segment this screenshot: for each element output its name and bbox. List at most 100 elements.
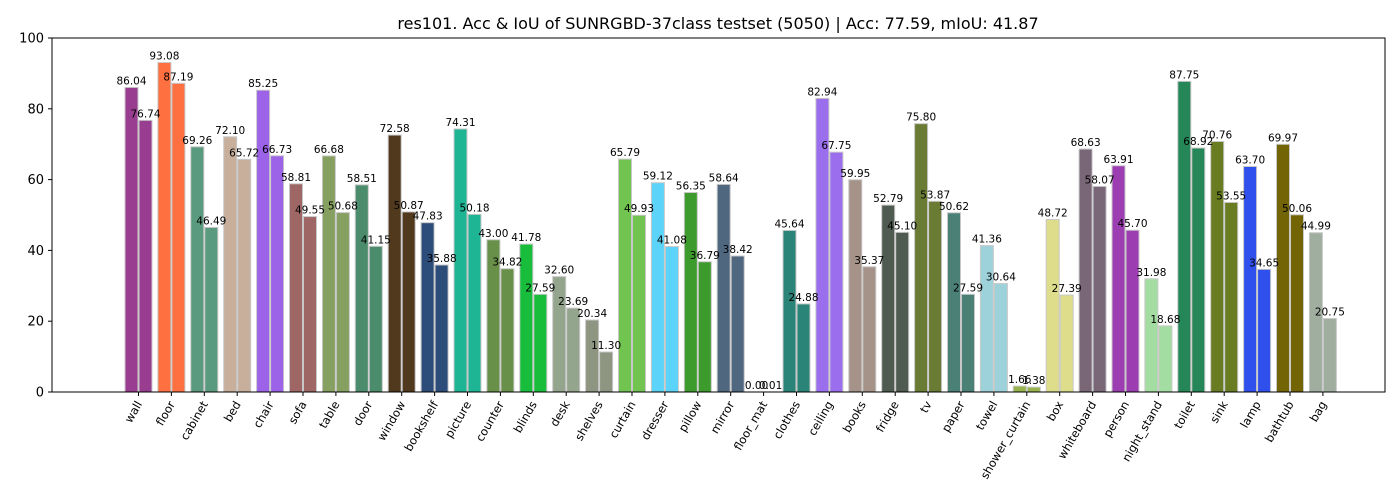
data-label-sink-series-2: 53.55 xyxy=(1216,190,1246,202)
bar-night_stand-series-2 xyxy=(1158,325,1173,393)
data-label-wall-series-1: 86.04 xyxy=(116,75,146,87)
data-label-window-series-1: 72.58 xyxy=(380,123,410,135)
bar-sofa-series-2 xyxy=(303,216,317,393)
bars-layer xyxy=(124,61,1337,393)
bar-paper-series-1 xyxy=(947,212,961,393)
bar-floor-series-2 xyxy=(171,82,186,393)
y-tick-label-60: 60 xyxy=(27,173,44,188)
data-label-toilet-series-1: 87.75 xyxy=(1169,69,1199,81)
data-label-ceiling-series-1: 82.94 xyxy=(807,86,837,98)
bar-box-series-1 xyxy=(1045,219,1060,393)
x-tick-label-curtain: curtain xyxy=(606,399,638,441)
data-label-wall-series-2: 76.74 xyxy=(130,108,160,120)
bar-bathtub-series-2 xyxy=(1290,214,1304,393)
bar-chair-series-2 xyxy=(270,155,285,393)
bar-desk-series-2 xyxy=(566,307,581,393)
bar-bed-series-2 xyxy=(237,158,252,393)
data-label-curtain-series-1: 65.79 xyxy=(610,147,640,159)
data-label-clothes-series-1: 45.64 xyxy=(774,218,804,230)
bar-tv-series-1 xyxy=(914,123,929,393)
bar-mirror-series-1 xyxy=(716,183,731,393)
x-tick-label-counter: counter xyxy=(473,398,507,444)
bar-fridge-series-2 xyxy=(895,231,910,393)
bar-ceiling-series-2 xyxy=(829,151,844,393)
data-label-cabinet-series-1: 69.26 xyxy=(182,135,212,147)
data-label-bathtub-series-1: 69.97 xyxy=(1268,132,1298,144)
data-label-counter-series-2: 34.82 xyxy=(492,257,522,269)
bar-table-series-1 xyxy=(321,155,336,393)
x-tick-label-picture: picture xyxy=(442,399,474,441)
bar-tv-series-2 xyxy=(928,200,943,393)
bar-blinds-series-2 xyxy=(533,293,548,393)
bar-shelves-series-1 xyxy=(585,319,600,393)
data-label-desk-series-1: 32.60 xyxy=(544,265,574,277)
data-label-bed-series-2: 65.72 xyxy=(229,147,259,159)
x-tick-label-dresser: dresser xyxy=(638,398,672,442)
bar-bookshelf-series-1 xyxy=(420,222,435,393)
data-label-mirror-series-1: 58.64 xyxy=(709,172,739,184)
data-label-table-series-1: 66.68 xyxy=(314,144,344,156)
bar-cabinet-series-2 xyxy=(204,226,219,393)
data-label-shelves-series-1: 20.34 xyxy=(577,308,607,320)
bar-bag-series-2 xyxy=(1322,318,1337,393)
bar-fridge-series-1 xyxy=(881,204,896,393)
bar-paper-series-2 xyxy=(961,293,975,393)
bar-toilet-series-2 xyxy=(1191,147,1206,393)
data-label-paper-series-1: 50.62 xyxy=(939,201,969,213)
x-tick-label-fridge: fridge xyxy=(873,399,902,435)
bar-sink-series-1 xyxy=(1210,141,1225,393)
data-label-bag-series-1: 44.99 xyxy=(1301,221,1331,233)
data-label-books-series-1: 59.95 xyxy=(840,168,870,180)
x-tick-label-blinds: blinds xyxy=(511,399,540,436)
bar-books-series-1 xyxy=(848,179,863,393)
data-label-bed-series-1: 72.10 xyxy=(215,125,245,137)
data-label-lamp-series-2: 34.65 xyxy=(1249,257,1279,269)
x-tick-label-window: window xyxy=(374,399,408,444)
data-label-dresser-series-2: 41.08 xyxy=(657,235,687,247)
data-label-towel-series-1: 41.36 xyxy=(972,234,1002,246)
bar-towel-series-2 xyxy=(993,283,1008,393)
bar-wall-series-1 xyxy=(124,86,139,393)
bar-picture-series-2 xyxy=(467,213,482,393)
data-label-bookshelf-series-1: 47.83 xyxy=(413,211,443,223)
bar-person-series-2 xyxy=(1125,229,1140,393)
x-tick-label-toilet: toilet xyxy=(1171,398,1198,431)
x-tick-label-tv: tv xyxy=(917,398,935,415)
x-tick-label-paper: paper xyxy=(939,398,968,434)
y-tick-label-20: 20 xyxy=(27,315,44,330)
data-label-blinds-series-2: 27.59 xyxy=(525,282,555,294)
bar-mirror-series-2 xyxy=(730,255,745,393)
data-label-bathtub-series-2: 50.06 xyxy=(1282,203,1312,215)
bar-bed-series-1 xyxy=(223,136,238,393)
bar-toilet-series-1 xyxy=(1177,80,1192,393)
bar-window-series-2 xyxy=(401,211,416,393)
bar-shower_curtain-series-2 xyxy=(1026,386,1041,393)
data-label-window-series-2: 50.87 xyxy=(394,200,424,212)
data-label-mirror-series-2: 38.42 xyxy=(723,244,753,256)
data-label-cabinet-series-2: 46.49 xyxy=(196,215,226,227)
data-label-box-series-1: 48.72 xyxy=(1038,208,1068,220)
data-label-towel-series-2: 30.64 xyxy=(986,272,1016,284)
bar-pillow-series-2 xyxy=(697,261,712,393)
x-tick-label-cabinet: cabinet xyxy=(177,398,211,442)
bar-towel-series-1 xyxy=(979,245,994,393)
x-tick-label-lamp: lamp xyxy=(1237,399,1263,431)
bar-wall-series-2 xyxy=(138,119,153,393)
bar-lamp-series-2 xyxy=(1257,268,1272,393)
data-label-door-series-1: 58.51 xyxy=(347,173,377,185)
data-label-toilet-series-2: 68.92 xyxy=(1183,136,1213,148)
data-label-fridge-series-1: 52.79 xyxy=(873,193,903,205)
x-tick-label-shelves: shelves xyxy=(572,399,606,444)
x-tick-label-table: table xyxy=(316,399,343,431)
x-tick-label-clothes: clothes xyxy=(770,398,803,441)
data-label-clothes-series-2: 24.88 xyxy=(788,292,818,304)
bar-counter-series-2 xyxy=(500,268,515,393)
data-label-whiteboard-series-1: 68.63 xyxy=(1071,137,1101,149)
data-label-shelves-series-2: 11.30 xyxy=(591,340,621,352)
bar-bookshelf-series-2 xyxy=(434,264,449,393)
bar-dresser-series-2 xyxy=(664,246,679,393)
bar-person-series-1 xyxy=(1111,165,1126,393)
data-label-chair-series-1: 85.25 xyxy=(248,78,278,90)
